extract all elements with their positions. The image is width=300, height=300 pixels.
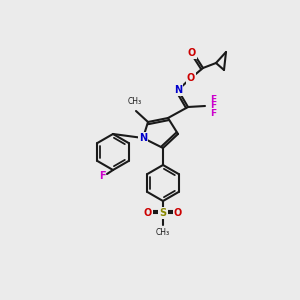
Text: N: N	[139, 133, 147, 143]
Text: F: F	[210, 101, 216, 110]
Text: O: O	[187, 73, 195, 83]
Text: CH₃: CH₃	[128, 97, 142, 106]
Text: S: S	[159, 208, 167, 218]
Text: CH₃: CH₃	[156, 228, 170, 237]
Text: O: O	[144, 208, 152, 218]
Text: N: N	[174, 85, 182, 95]
Text: O: O	[174, 208, 182, 218]
Text: F: F	[210, 94, 216, 103]
Text: F: F	[210, 109, 216, 118]
Text: F: F	[99, 171, 105, 181]
Text: O: O	[188, 48, 196, 58]
